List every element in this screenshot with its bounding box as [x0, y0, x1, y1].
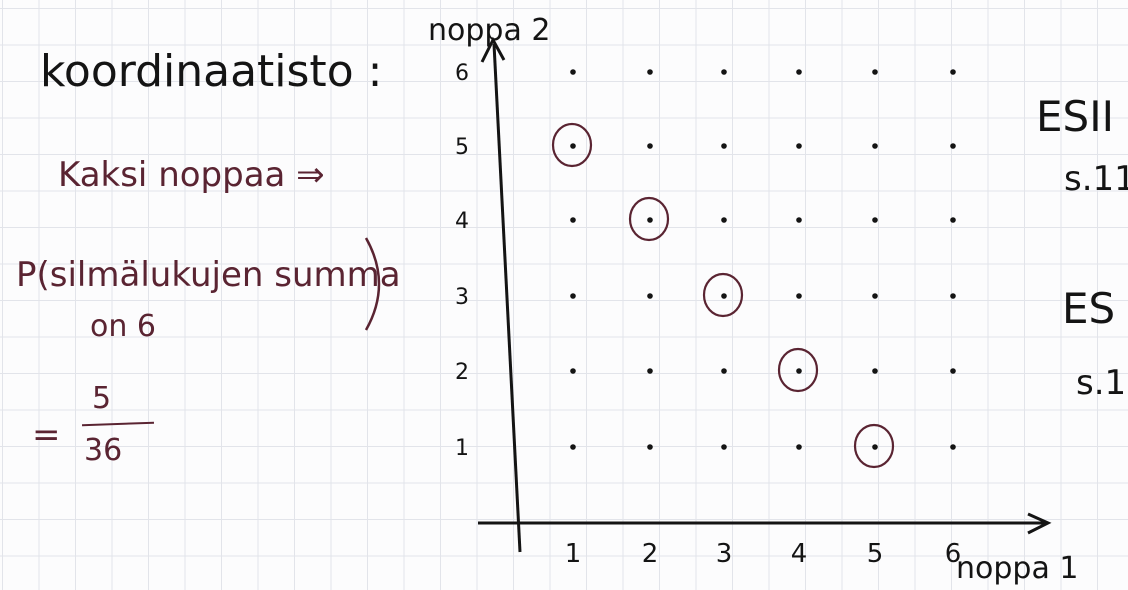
grid-point: [570, 293, 576, 299]
x-axis-label: noppa 1: [956, 551, 1078, 586]
y-tick-label: 1: [455, 436, 469, 461]
x-tick-label: 5: [867, 539, 884, 569]
page-title: koordinaatisto :: [40, 46, 383, 97]
x-tick-label: 2: [642, 539, 659, 569]
grid-point: [647, 143, 653, 149]
y-axis: [492, 43, 522, 553]
circled-outcome: [853, 423, 895, 469]
two-dice-note: Kaksi noppaa ⇒: [58, 155, 325, 195]
x-tick-label: 1: [565, 539, 582, 569]
grid-point: [721, 69, 727, 75]
fraction-numerator: 5: [92, 381, 112, 416]
grid-point: [647, 368, 653, 374]
grid-point: [570, 368, 576, 374]
grid-point: [872, 143, 878, 149]
grid-point: [796, 69, 802, 75]
y-axis-arrow-icon: [480, 36, 506, 63]
circled-outcome: [628, 196, 670, 242]
page-reference: s.11: [1064, 159, 1128, 199]
grid-point: [950, 143, 956, 149]
grid-point: [872, 444, 878, 450]
probability-expression-continued: on 6: [90, 309, 156, 344]
y-tick-label: 6: [455, 61, 469, 86]
y-tick-label: 5: [455, 135, 469, 160]
grid-point: [721, 217, 727, 223]
y-tick-label: 4: [455, 209, 469, 234]
x-axis-arrow-icon: [1027, 512, 1052, 535]
grid-point: [950, 368, 956, 374]
grid-point: [570, 143, 576, 149]
grid-point: [570, 444, 576, 450]
grid-point: [647, 217, 653, 223]
y-axis-label: noppa 2: [428, 13, 550, 48]
grid-point: [950, 69, 956, 75]
grid-point: [721, 143, 727, 149]
page-reference-2: s.1: [1076, 363, 1127, 403]
y-tick-label: 2: [455, 360, 469, 385]
example-reference-2: ES: [1062, 284, 1116, 333]
grid-point: [796, 143, 802, 149]
grid-point: [872, 69, 878, 75]
grid-point: [570, 217, 576, 223]
grid-point: [796, 444, 802, 450]
grid-point: [872, 368, 878, 374]
y-tick-label: 3: [455, 285, 469, 310]
grid-point: [950, 217, 956, 223]
probability-expression: P(silmälukujen summa: [16, 255, 401, 295]
grid-point: [796, 293, 802, 299]
grid-point: [950, 293, 956, 299]
grid-point: [647, 69, 653, 75]
grid-point: [872, 217, 878, 223]
x-tick-label: 3: [716, 539, 733, 569]
grid-point: [950, 444, 956, 450]
circled-outcome: [702, 272, 744, 318]
x-tick-label: 6: [945, 539, 962, 569]
equals-sign: =: [32, 415, 61, 455]
x-tick-label: 4: [791, 539, 808, 569]
grid-point: [647, 444, 653, 450]
grid-point: [721, 368, 727, 374]
fraction-denominator: 36: [84, 433, 123, 468]
grid-point: [647, 293, 653, 299]
grid-point: [721, 293, 727, 299]
circled-outcome: [551, 122, 593, 168]
closing-parenthesis: [364, 237, 381, 331]
grid-point: [796, 217, 802, 223]
grid-point: [872, 293, 878, 299]
grid-point: [570, 69, 576, 75]
example-reference: ESII: [1036, 92, 1114, 141]
circled-outcome: [777, 347, 819, 393]
grid-point: [721, 444, 727, 450]
grid-point: [796, 368, 802, 374]
